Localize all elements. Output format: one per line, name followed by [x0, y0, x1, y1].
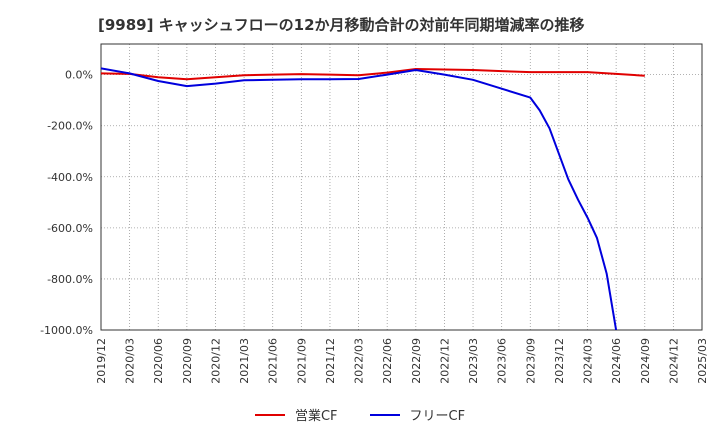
x-tick-label: 2020/12 [209, 338, 222, 384]
x-tick-label: 2022/12 [438, 338, 451, 384]
x-tick-label: 2023/06 [496, 338, 509, 384]
x-tick-label: 2023/03 [467, 338, 480, 384]
legend-swatch-operating-cf [254, 413, 285, 416]
x-tick-label: 2021/09 [295, 338, 308, 384]
x-tick-label: 2020/03 [124, 338, 137, 384]
y-tick-label: -200.0% [47, 120, 93, 133]
legend-label-free-cf: フリーCF [409, 409, 466, 424]
x-tick-label: 2024/06 [610, 338, 623, 384]
y-tick-label: -1000.0% [40, 324, 93, 337]
y-tick-label: -600.0% [47, 222, 93, 235]
x-tick-label: 2023/12 [553, 338, 566, 384]
x-tick-label: 2022/03 [353, 338, 366, 384]
x-tick-label: 2022/09 [410, 338, 423, 384]
x-tick-label: 2019/12 [95, 338, 108, 384]
x-tick-label: 2024/09 [639, 338, 652, 384]
x-tick-label: 2025/03 [696, 338, 709, 384]
x-tick-label: 2021/06 [267, 338, 280, 384]
chart-title: [9989] キャッシュフローの12か月移動合計の対前年同期増減率の推移 [98, 16, 585, 34]
x-tick-label: 2021/12 [324, 338, 337, 384]
legend-item-free-cf: フリーCF [369, 405, 466, 424]
y-tick-label: -400.0% [47, 171, 93, 184]
y-tick-label: -800.0% [47, 273, 93, 286]
x-tick-label: 2020/09 [181, 338, 194, 384]
y-tick-label: 0.0% [65, 69, 93, 82]
x-tick-label: 2021/03 [238, 338, 251, 384]
legend-label-operating-cf: 営業CF [294, 409, 338, 424]
x-tick-label: 2024/12 [667, 338, 680, 384]
series-line-operating-cf [101, 68, 645, 81]
x-tick-label: 2024/03 [582, 338, 595, 384]
legend-item-operating-cf: 営業CF [254, 405, 338, 424]
x-tick-label: 2023/09 [524, 338, 537, 384]
x-tick-label: 2020/06 [152, 338, 165, 384]
legend: 営業CF フリーCF [0, 405, 720, 424]
plot-frame [100, 43, 703, 331]
x-tick-label: 2022/06 [381, 338, 394, 384]
legend-swatch-free-cf [369, 413, 400, 416]
series-line-free-cf [101, 67, 618, 330]
